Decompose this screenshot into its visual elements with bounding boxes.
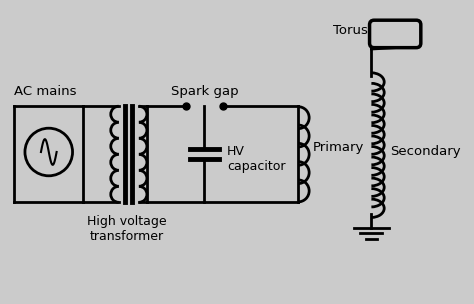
Text: Secondary: Secondary	[390, 146, 460, 158]
Text: Spark gap: Spark gap	[171, 85, 238, 98]
Text: Torus: Torus	[333, 24, 368, 37]
Text: AC mains: AC mains	[14, 85, 77, 98]
Text: HV
capacitor: HV capacitor	[227, 145, 286, 173]
Text: High voltage
transformer: High voltage transformer	[87, 215, 166, 243]
Text: Primary: Primary	[313, 141, 364, 154]
